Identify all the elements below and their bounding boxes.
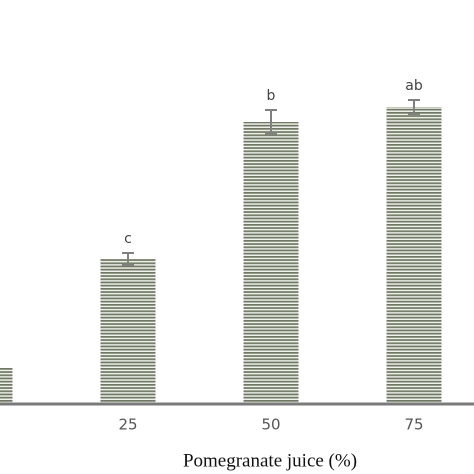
error-bar (408, 99, 420, 115)
significance-letter: ab (405, 78, 423, 94)
bar (386, 107, 442, 404)
x-axis-title: Pomegranate juice (%) (183, 450, 357, 471)
x-tick-label: 25 (118, 416, 137, 434)
significance-letter: b (267, 88, 276, 104)
x-tick-label: 75 (404, 416, 423, 434)
bar (0, 368, 13, 404)
bar (243, 122, 299, 404)
error-bar (265, 109, 277, 135)
bar (100, 259, 156, 404)
error-bar (122, 252, 134, 266)
significance-letter: c (124, 231, 132, 247)
x-tick-label: 50 (261, 416, 280, 434)
